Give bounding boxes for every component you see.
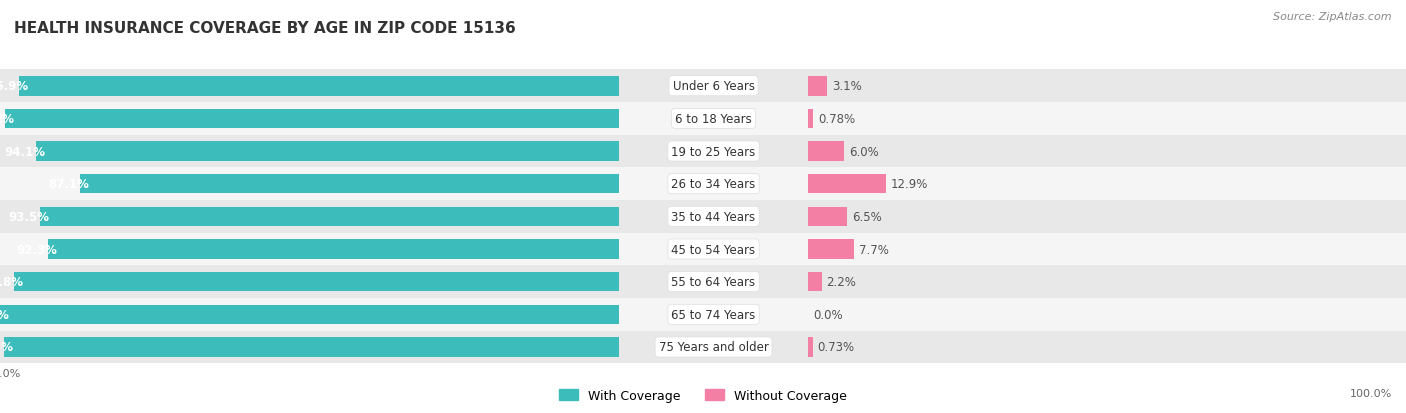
Text: 100.0%: 100.0% [1350, 388, 1392, 398]
Bar [808, 174, 886, 194]
Bar [0, 266, 1406, 298]
Text: 19 to 25 Years: 19 to 25 Years [672, 145, 755, 158]
Text: 100.0%: 100.0% [0, 308, 10, 321]
Text: 26 to 34 Years: 26 to 34 Years [672, 178, 755, 191]
Text: 0.78%: 0.78% [818, 113, 855, 126]
Bar [0, 266, 1406, 298]
Bar [808, 337, 813, 357]
Bar [0, 201, 1406, 233]
Text: 87.1%: 87.1% [48, 178, 89, 191]
Bar [0, 135, 1406, 168]
Bar [0, 103, 1406, 135]
Text: 65 to 74 Years: 65 to 74 Years [672, 308, 755, 321]
Text: 3.1%: 3.1% [832, 80, 862, 93]
Text: Source: ZipAtlas.com: Source: ZipAtlas.com [1274, 12, 1392, 22]
Text: Under 6 Years: Under 6 Years [672, 80, 755, 93]
Bar [808, 142, 844, 161]
Bar [0, 70, 1406, 103]
Bar [0, 266, 1406, 298]
Bar [41, 207, 619, 227]
Text: 0.73%: 0.73% [818, 341, 855, 354]
Text: 75 Years and older: 75 Years and older [658, 341, 769, 354]
Bar [0, 168, 1406, 201]
Text: 45 to 54 Years: 45 to 54 Years [672, 243, 755, 256]
Bar [808, 272, 821, 292]
Legend: With Coverage, Without Coverage: With Coverage, Without Coverage [554, 384, 852, 407]
Bar [0, 201, 1406, 233]
Bar [0, 135, 1406, 168]
Bar [0, 168, 1406, 201]
Bar [0, 298, 1406, 331]
Text: 97.8%: 97.8% [0, 275, 22, 288]
Bar [0, 70, 1406, 103]
Text: 12.9%: 12.9% [890, 178, 928, 191]
Text: 6.5%: 6.5% [852, 210, 882, 223]
Bar [0, 298, 1406, 331]
Bar [4, 337, 619, 357]
Text: 55 to 64 Years: 55 to 64 Years [672, 275, 755, 288]
Text: 6.0%: 6.0% [849, 145, 879, 158]
Bar [0, 305, 619, 324]
Text: 0.0%: 0.0% [813, 308, 842, 321]
Bar [0, 135, 1406, 168]
Bar [808, 77, 827, 96]
Bar [48, 240, 619, 259]
Bar [6, 109, 619, 129]
Bar [0, 331, 1406, 363]
Bar [808, 109, 813, 129]
Bar [808, 207, 848, 227]
Bar [0, 233, 1406, 266]
Bar [0, 331, 1406, 363]
Bar [0, 103, 1406, 135]
Bar [0, 331, 1406, 363]
Text: 35 to 44 Years: 35 to 44 Years [672, 210, 755, 223]
Text: 96.9%: 96.9% [0, 80, 28, 93]
Bar [0, 168, 1406, 201]
Text: HEALTH INSURANCE COVERAGE BY AGE IN ZIP CODE 15136: HEALTH INSURANCE COVERAGE BY AGE IN ZIP … [14, 21, 516, 36]
Text: 2.2%: 2.2% [827, 275, 856, 288]
Text: 94.1%: 94.1% [4, 145, 46, 158]
Bar [0, 233, 1406, 266]
Bar [0, 70, 1406, 103]
Bar [0, 233, 1406, 266]
Text: 7.7%: 7.7% [859, 243, 889, 256]
Bar [80, 174, 619, 194]
Bar [37, 142, 619, 161]
Bar [0, 103, 1406, 135]
Text: 99.2%: 99.2% [0, 113, 14, 126]
Bar [20, 77, 619, 96]
Text: 93.5%: 93.5% [8, 210, 49, 223]
Bar [808, 240, 855, 259]
Text: 99.3%: 99.3% [0, 341, 14, 354]
Bar [14, 272, 619, 292]
Bar [0, 201, 1406, 233]
Text: 92.3%: 92.3% [15, 243, 56, 256]
Text: 6 to 18 Years: 6 to 18 Years [675, 113, 752, 126]
Bar [0, 298, 1406, 331]
